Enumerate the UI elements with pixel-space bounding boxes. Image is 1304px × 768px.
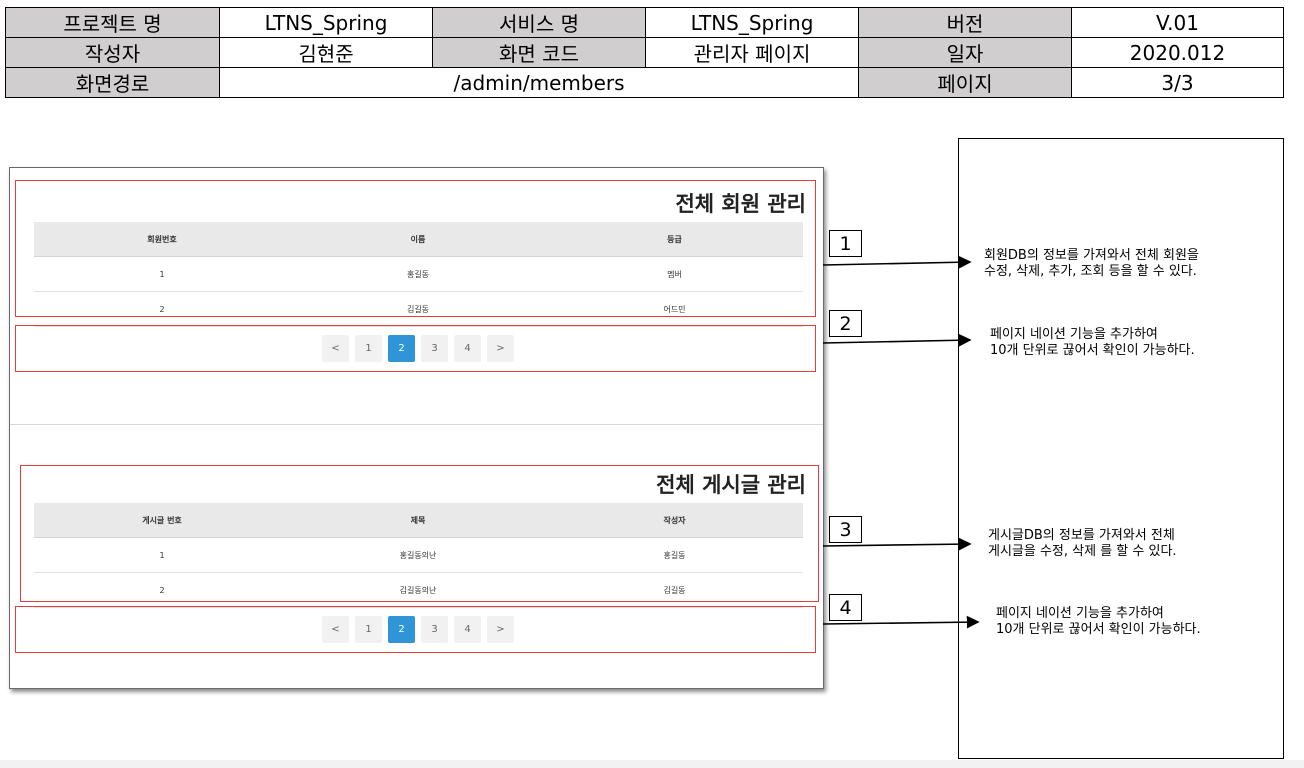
arrow-2: [822, 333, 972, 347]
next-page-button[interactable]: >: [487, 616, 514, 643]
member-name-cell: 김길동: [290, 291, 546, 327]
version-value: V.01: [1071, 7, 1284, 38]
prev-page-button[interactable]: <: [322, 616, 349, 643]
post-number-cell: 2: [34, 572, 290, 608]
highlight-box-2: [15, 325, 816, 372]
page-value: 3/3: [1071, 67, 1284, 98]
page-button-2[interactable]: 2: [388, 335, 415, 362]
post-writer-cell: 김길동: [546, 572, 803, 608]
member-name-cell: 홍길동: [290, 256, 546, 292]
member-number-cell: 1: [34, 256, 290, 292]
page-button-2[interactable]: 2: [388, 616, 415, 643]
prev-page-button[interactable]: <: [322, 335, 349, 362]
arrow-4: [822, 615, 980, 629]
members-table: 회원번호 이름 등급 1 홍길동 멤버 2 김길동 어드민: [34, 222, 803, 327]
post-writer-cell: 홍길동: [546, 537, 803, 573]
table-row[interactable]: 2 김길동 어드민: [34, 291, 803, 327]
page-button-4[interactable]: 4: [454, 335, 481, 362]
member-number-cell: 2: [34, 291, 290, 327]
posts-pagination: < 1 2 3 4 >: [322, 616, 514, 643]
annotation-number-3: 3: [829, 516, 862, 543]
post-number-cell: 1: [34, 537, 290, 573]
table-row[interactable]: 1 홍길동 멤버: [34, 256, 803, 292]
document-header-table: 프로젝트 명 LTNS_Spring 서비스 명 LTNS_Spring 버전 …: [5, 7, 1284, 98]
description-panel: [958, 138, 1284, 759]
column-header-writer: 작성자: [546, 503, 803, 538]
annotation-text-4: 페이지 네이션 기능을 추가하여 10개 단위로 끊어서 확인이 가능하다.: [996, 606, 1201, 637]
project-name-label: 프로젝트 명: [5, 7, 220, 38]
members-pagination: < 1 2 3 4 >: [322, 335, 514, 362]
page-button-3[interactable]: 3: [421, 335, 448, 362]
posts-table: 게시글 번호 제목 작성자 1 홍길동의난 홍길동 2 김길동의난 김길동: [34, 503, 803, 608]
date-value: 2020.012: [1071, 37, 1284, 68]
highlight-box-1: [15, 180, 816, 317]
bottom-strip: [0, 760, 1304, 768]
annotation-number-4: 4: [829, 594, 862, 621]
members-table-header: 회원번호 이름 등급: [34, 222, 803, 257]
member-grade-cell: 어드민: [546, 291, 803, 327]
posts-table-header: 게시글 번호 제목 작성자: [34, 503, 803, 538]
annotation-number-1: 1: [829, 230, 862, 257]
column-header-grade: 등급: [546, 222, 803, 257]
highlight-box-3: [20, 465, 819, 602]
author-label: 작성자: [5, 37, 220, 68]
annotation-text-1: 회원DB의 정보를 가져와서 전체 회원을 수정, 삭제, 추가, 조회 등을 …: [984, 248, 1199, 279]
admin-screen-mockup: 전체 회원 관리 회원번호 이름 등급 1 홍길동 멤버 2 김길동 어드민 <…: [9, 167, 824, 689]
arrow-1: [822, 255, 972, 269]
service-name-label: 서비스 명: [432, 7, 646, 38]
annotation-text-2: 페이지 네이션 기능을 추가하여 10개 단위로 끊어서 확인이 가능하다.: [990, 327, 1195, 358]
member-grade-cell: 멤버: [546, 256, 803, 292]
table-row[interactable]: 1 홍길동의난 홍길동: [34, 537, 803, 573]
table-row[interactable]: 2 김길동의난 김길동: [34, 572, 803, 608]
column-header-name: 이름: [290, 222, 546, 257]
arrow-3: [822, 537, 972, 551]
screen-path-label: 화면경로: [5, 67, 220, 98]
page-button-4[interactable]: 4: [454, 616, 481, 643]
annotation-text-3: 게시글DB의 정보를 가져와서 전체 게시글을 수정, 삭제 를 할 수 있다.: [988, 528, 1177, 559]
post-title-cell: 홍길동의난: [290, 537, 546, 573]
members-section-title: 전체 회원 관리: [675, 192, 806, 216]
page-button-1[interactable]: 1: [355, 616, 382, 643]
posts-section-title: 전체 게시글 관리: [656, 473, 806, 497]
screen-path-value: /admin/members: [219, 67, 859, 98]
column-header-member-number: 회원번호: [34, 222, 290, 257]
post-title-cell: 김길동의난: [290, 572, 546, 608]
annotation-number-2: 2: [829, 310, 862, 337]
column-header-title: 제목: [290, 503, 546, 538]
section-divider: [10, 424, 823, 425]
highlight-box-4: [15, 606, 816, 653]
page-button-3[interactable]: 3: [421, 616, 448, 643]
screen-code-value: 관리자 페이지: [645, 37, 859, 68]
date-label: 일자: [858, 37, 1072, 68]
column-header-post-number: 게시글 번호: [34, 503, 290, 538]
page-button-1[interactable]: 1: [355, 335, 382, 362]
page-label: 페이지: [858, 67, 1072, 98]
next-page-button[interactable]: >: [487, 335, 514, 362]
